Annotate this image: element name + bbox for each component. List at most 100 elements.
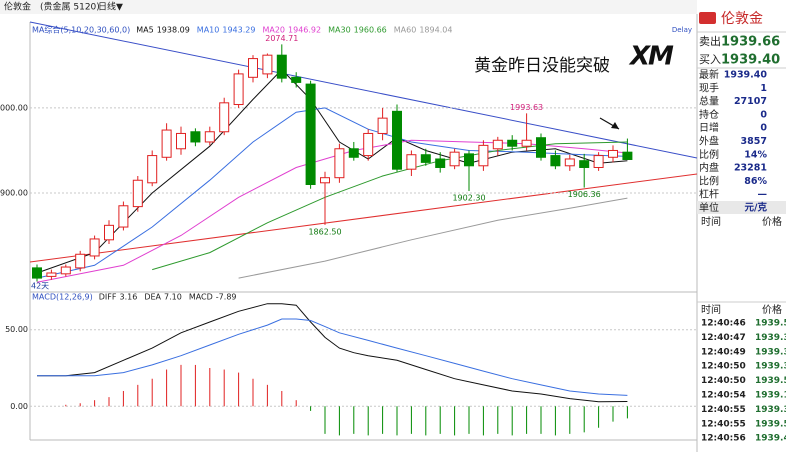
legend-name: MA5 — [136, 26, 153, 35]
legend-name: MA20 — [262, 26, 285, 35]
trade-time: 12:40:49 — [701, 347, 746, 357]
candle-body — [536, 137, 546, 158]
legend-name: DEA — [144, 293, 161, 302]
candle-body — [608, 149, 618, 158]
low-label: 1862.50 — [308, 227, 341, 236]
candle-body — [392, 110, 402, 170]
candle-body — [104, 224, 114, 241]
stat-label: 现手 — [699, 81, 719, 94]
candle-body — [161, 129, 172, 158]
price-label: 买入 — [699, 53, 721, 66]
legend-value: 1946.92 — [288, 26, 321, 35]
stat-label: 总量 — [699, 95, 719, 108]
legend-value: 1960.66 — [354, 26, 387, 35]
candle-body — [334, 148, 345, 179]
arrow-head — [611, 122, 619, 129]
stat-label: 最新 — [699, 68, 719, 81]
symbol-badge — [699, 12, 716, 24]
candle-body — [276, 54, 287, 79]
trade-time: 12:40:55 — [701, 419, 746, 429]
days-label: 42天 — [31, 282, 49, 291]
y-tick-label: 50.00 — [5, 325, 28, 334]
stat-label: 单位 — [699, 201, 719, 214]
trade-time: 12:40:46 — [701, 319, 746, 329]
legend-name: MACD — [189, 293, 213, 302]
logo: XM — [628, 42, 674, 72]
candle-body — [32, 267, 42, 279]
trade-price: 1939.3 — [755, 362, 786, 372]
candle-body — [406, 154, 417, 170]
trade-price: 1939.4 — [755, 434, 786, 444]
legend-name: MA60 — [394, 26, 417, 35]
quote-symbol: 伦敦金 — [721, 11, 763, 27]
stat-label: 杠杆 — [699, 188, 719, 201]
headline: 黄金昨日没能突破 — [474, 56, 610, 76]
candle-body — [435, 158, 446, 168]
candle-body — [579, 160, 590, 168]
low-label: 1906.36 — [568, 190, 601, 199]
unit-row-bg — [697, 201, 786, 214]
candle-body — [550, 155, 561, 167]
candle-body — [89, 238, 100, 257]
macd-line — [37, 318, 628, 396]
candle-body — [464, 153, 474, 167]
stat-label: 持仓 — [699, 108, 719, 121]
trades-header: 时间 — [701, 303, 721, 316]
trades-header: 时间 — [701, 215, 721, 228]
candle-body — [492, 139, 503, 150]
price-value: 1939.66 — [721, 35, 780, 50]
candle-body — [363, 132, 374, 157]
trade-price: 1939.3 — [755, 405, 786, 415]
trend-line — [29, 173, 698, 263]
ma-line — [36, 107, 628, 279]
legend-value: 3.16 — [120, 293, 138, 302]
trade-time: 12:40:50 — [701, 376, 746, 386]
y-tick-label: 2000.00 — [0, 103, 28, 112]
candle-body — [320, 177, 330, 184]
candle-body — [449, 151, 460, 167]
candle-body — [564, 158, 575, 167]
candle-body — [262, 54, 273, 75]
candle-body — [622, 151, 633, 160]
stat-value: 1 — [760, 83, 767, 94]
candle-body — [507, 139, 518, 147]
trade-price: 1939.5 — [755, 419, 786, 429]
stat-label: 外盘 — [699, 135, 719, 148]
stat-value: 3857 — [741, 136, 767, 147]
candle-body — [593, 155, 604, 168]
trades-header: 价格 — [762, 303, 782, 316]
stat-label: 内盘 — [699, 161, 719, 174]
trade-price: 1939.1 — [755, 391, 786, 401]
y-tick-label: 0.00 — [10, 402, 28, 411]
delay-label: Delay — [672, 26, 692, 34]
trend-line — [29, 21, 698, 159]
candle-body — [305, 83, 316, 186]
toolbar-symbol[interactable]: 伦敦金 — [4, 1, 31, 13]
stat-value: 27107 — [734, 96, 767, 107]
candle-body — [478, 144, 489, 167]
legend-value: 7.10 — [164, 293, 182, 302]
candle-body — [377, 117, 388, 134]
candle-body — [420, 154, 431, 163]
stat-label: 比例 — [699, 148, 719, 161]
candle-body — [291, 76, 302, 83]
candle-body — [60, 266, 71, 275]
toolbar-period[interactable]: 日线▼ — [98, 1, 123, 13]
stat-value: 23281 — [734, 163, 767, 174]
candle-body — [190, 131, 201, 143]
candle-body — [233, 73, 244, 106]
stat-value: 1939.40 — [724, 70, 768, 81]
trade-price: 1939.5 — [755, 376, 786, 386]
price-label: 卖出 — [699, 34, 721, 48]
y-tick-label: 1900.00 — [0, 189, 28, 198]
candle-body — [132, 179, 143, 208]
toolbar-group: (贵金属 5120) — [40, 1, 100, 13]
trade-price: 1939.3 — [755, 347, 786, 357]
legend-name: MA10 — [197, 26, 220, 35]
price-value: 1939.40 — [721, 53, 780, 68]
candle-body — [147, 155, 158, 184]
trade-time: 12:40:50 — [701, 362, 746, 372]
trade-time: 12:40:47 — [701, 333, 746, 343]
